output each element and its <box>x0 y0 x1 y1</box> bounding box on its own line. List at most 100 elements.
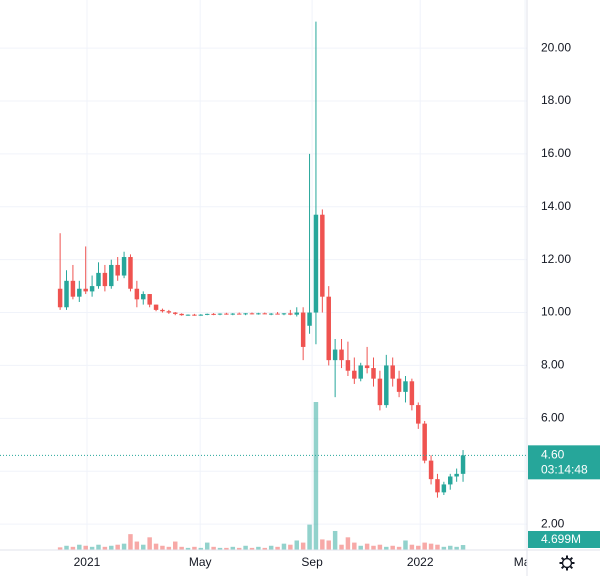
volume-bar <box>320 539 325 550</box>
candle-body <box>179 313 184 316</box>
candle-body <box>89 286 95 292</box>
candle-body <box>422 423 427 461</box>
candle-body <box>64 280 69 308</box>
candle-body <box>173 312 178 314</box>
volume-bar <box>454 546 459 550</box>
volume-bar <box>198 547 204 550</box>
volume-bar <box>460 545 466 550</box>
candle-body <box>198 314 204 316</box>
candle-body <box>57 288 63 308</box>
volume-bar <box>281 543 287 550</box>
volume-bar <box>70 546 76 550</box>
y-tick-label: 18.00 <box>541 93 571 107</box>
volume-bar <box>128 534 133 550</box>
volume-bar <box>307 524 312 550</box>
candle-body <box>275 313 280 315</box>
y-tick-label: 10.00 <box>541 305 571 319</box>
candle-body <box>403 381 408 392</box>
y-tick-label: 12.00 <box>541 252 571 266</box>
volume-bar <box>249 547 255 550</box>
y-tick-label: 16.00 <box>541 146 571 160</box>
candle-body <box>268 313 274 315</box>
candle-body <box>288 313 293 315</box>
y-tick-label: 6.00 <box>541 410 565 424</box>
volume-bar <box>441 546 447 550</box>
volume-label-box <box>528 531 600 548</box>
volume-bar <box>134 541 140 550</box>
volume-bar <box>211 546 216 550</box>
volume-bar <box>185 547 191 550</box>
volume-bar <box>262 547 268 550</box>
volume-bar <box>77 544 82 550</box>
volume-bar <box>89 546 95 550</box>
volume-bar <box>339 544 344 550</box>
candle-body <box>224 313 229 315</box>
countdown: 03:14:48 <box>541 463 588 477</box>
y-tick-label: 2.00 <box>541 516 565 530</box>
candle-body <box>358 365 363 379</box>
x-tick-label: 2021 <box>74 555 101 569</box>
candle-body <box>77 288 82 297</box>
last-price-label: 4.60 <box>541 448 565 462</box>
volume-bar <box>396 546 402 550</box>
settings-icon-tooth <box>560 565 565 570</box>
candle-body <box>211 313 216 315</box>
candle-body <box>377 378 383 406</box>
candle-body <box>249 313 255 315</box>
y-tick-label: 22.00 <box>541 0 571 1</box>
volume-bar <box>268 545 274 550</box>
volume-bar <box>236 547 242 550</box>
volume-bar <box>332 530 338 550</box>
volume-bar <box>326 540 331 550</box>
x-tick-label: May <box>189 555 212 569</box>
settings-icon[interactable] <box>559 555 575 571</box>
volume-bar <box>243 545 248 550</box>
candle-body <box>371 368 376 379</box>
candle-body <box>128 257 133 289</box>
candle-body <box>217 313 223 315</box>
volume-bar <box>390 545 395 550</box>
candle-body <box>409 381 415 406</box>
candle-body <box>83 288 88 292</box>
candle-body <box>396 378 402 392</box>
candle-body <box>153 304 159 310</box>
x-tick-label: 2022 <box>407 555 434 569</box>
y-tick-label: 14.00 <box>541 199 571 213</box>
candle-body <box>121 257 127 276</box>
y-tick-label: 8.00 <box>541 358 565 372</box>
candle-body <box>204 313 210 315</box>
volume-bar <box>109 545 114 550</box>
volume-bar <box>409 544 415 550</box>
candle-body <box>96 272 101 287</box>
candle-body <box>230 313 236 315</box>
volume-bar <box>147 537 152 550</box>
last-price-box <box>528 445 600 480</box>
volume-bar <box>313 402 319 550</box>
volume-bar <box>364 543 370 550</box>
y-tick-label: 20.00 <box>541 40 571 54</box>
candle-body <box>441 484 447 493</box>
candle-body <box>236 313 242 315</box>
volume-bar <box>121 543 127 550</box>
volume-bar <box>300 542 306 550</box>
volume-bar <box>173 541 178 550</box>
volume-bar <box>224 547 229 550</box>
candle-body <box>166 311 172 313</box>
volume-bar <box>416 545 421 550</box>
candle-body <box>332 349 338 361</box>
volume-bar <box>422 542 427 550</box>
candle-body <box>339 349 344 361</box>
candle-body <box>454 473 459 477</box>
candle-body <box>243 313 248 315</box>
candle-body <box>390 365 395 379</box>
candle-body <box>70 280 76 297</box>
volume-bar <box>102 546 108 550</box>
candle-body <box>102 272 108 287</box>
candle-body <box>384 365 389 406</box>
volume-bar <box>153 543 159 550</box>
volume-bar <box>57 547 63 550</box>
volume-bar <box>256 546 261 550</box>
candle-body <box>115 264 120 276</box>
